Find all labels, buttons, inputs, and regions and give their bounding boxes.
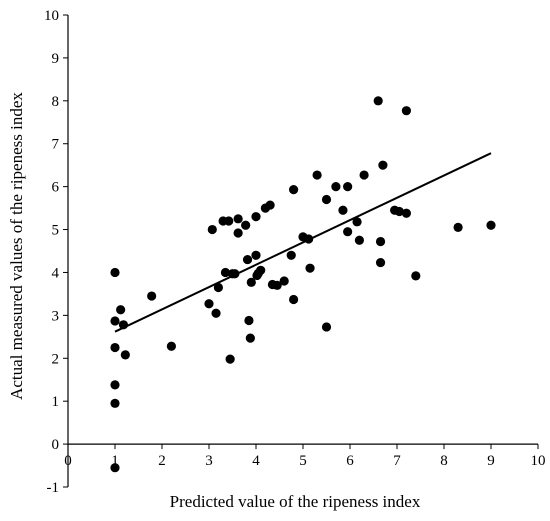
data-point <box>373 96 383 106</box>
y-axis-title: Actual measured values of the ripeness i… <box>7 92 26 400</box>
data-point <box>233 214 243 224</box>
data-point <box>204 299 214 309</box>
data-point <box>245 333 255 343</box>
data-point <box>289 185 299 195</box>
x-tick-label: 5 <box>299 453 307 469</box>
data-point <box>321 194 332 205</box>
data-point <box>251 250 261 260</box>
data-points <box>110 96 496 473</box>
x-tick-label: 2 <box>158 453 166 469</box>
data-point <box>230 269 240 279</box>
y-axis-ticks: -1 0 1 2 3 4 5 6 7 8 9 10 <box>44 8 68 496</box>
data-point <box>331 182 341 192</box>
y-tick-label: 0 <box>52 437 60 453</box>
data-point <box>375 257 386 268</box>
x-tick-label: 9 <box>487 453 495 469</box>
x-tick-label: 4 <box>252 453 260 469</box>
data-point <box>246 277 256 287</box>
x-tick-label: 7 <box>393 453 401 469</box>
x-axis-ticks: 0 1 2 3 4 5 6 7 8 9 10 <box>64 444 546 469</box>
x-tick-label: 3 <box>205 453 213 469</box>
data-point <box>110 316 120 326</box>
data-point <box>401 106 411 116</box>
data-point <box>378 160 388 170</box>
data-point <box>241 220 251 230</box>
y-tick-label: 2 <box>52 351 60 367</box>
data-point <box>256 265 266 275</box>
data-point <box>213 282 223 293</box>
y-tick-label: 8 <box>52 94 60 110</box>
data-point <box>116 305 126 315</box>
data-point <box>110 398 120 408</box>
data-point <box>118 320 129 330</box>
x-tick-label: 1 <box>111 453 119 469</box>
data-point <box>242 254 253 265</box>
data-point <box>110 463 120 473</box>
data-point <box>453 222 463 232</box>
data-point <box>343 227 353 237</box>
y-tick-label: 4 <box>52 265 60 281</box>
data-point <box>411 271 421 281</box>
data-point <box>304 234 314 244</box>
data-point <box>401 208 411 218</box>
data-point <box>359 170 369 180</box>
data-point <box>233 228 243 238</box>
x-tick-label: 6 <box>346 453 354 469</box>
y-tick-label: 1 <box>52 394 60 410</box>
data-point <box>375 236 386 247</box>
y-tick-label: 7 <box>52 137 60 153</box>
data-point <box>286 250 296 260</box>
y-tick-label: 6 <box>52 180 60 196</box>
y-tick-label: 9 <box>52 51 60 67</box>
data-point <box>321 322 332 332</box>
data-point <box>251 212 261 222</box>
y-tick-label: 10 <box>44 8 59 24</box>
data-point <box>305 263 315 273</box>
data-point <box>110 267 120 278</box>
axes <box>67 15 538 487</box>
data-point <box>110 380 120 390</box>
y-tick-label: 3 <box>52 308 60 324</box>
data-point <box>110 342 120 353</box>
x-tick-label: 0 <box>64 453 72 469</box>
data-point <box>265 200 275 210</box>
trendline <box>114 152 492 333</box>
data-point <box>211 308 221 318</box>
data-point <box>220 267 231 278</box>
trendline-group <box>114 152 492 333</box>
data-point <box>225 354 235 364</box>
data-point <box>224 216 234 226</box>
y-tick-label: -1 <box>47 480 60 496</box>
x-tick-label: 10 <box>531 453 546 469</box>
data-point <box>120 350 130 360</box>
y-tick-label: 5 <box>52 223 60 239</box>
x-tick-label: 8 <box>440 453 448 469</box>
data-point <box>352 217 362 227</box>
x-axis-title: Predicted value of the ripeness index <box>170 492 421 511</box>
data-point <box>354 235 364 245</box>
data-point <box>312 170 322 180</box>
data-point <box>147 291 157 301</box>
data-point <box>343 182 353 192</box>
data-point <box>166 341 176 351</box>
data-point <box>338 205 348 215</box>
data-point <box>394 206 404 217</box>
data-point <box>289 294 299 305</box>
data-point <box>207 224 217 235</box>
data-point <box>486 220 496 230</box>
data-point <box>272 280 282 290</box>
data-point <box>279 276 289 286</box>
data-point <box>244 315 254 326</box>
